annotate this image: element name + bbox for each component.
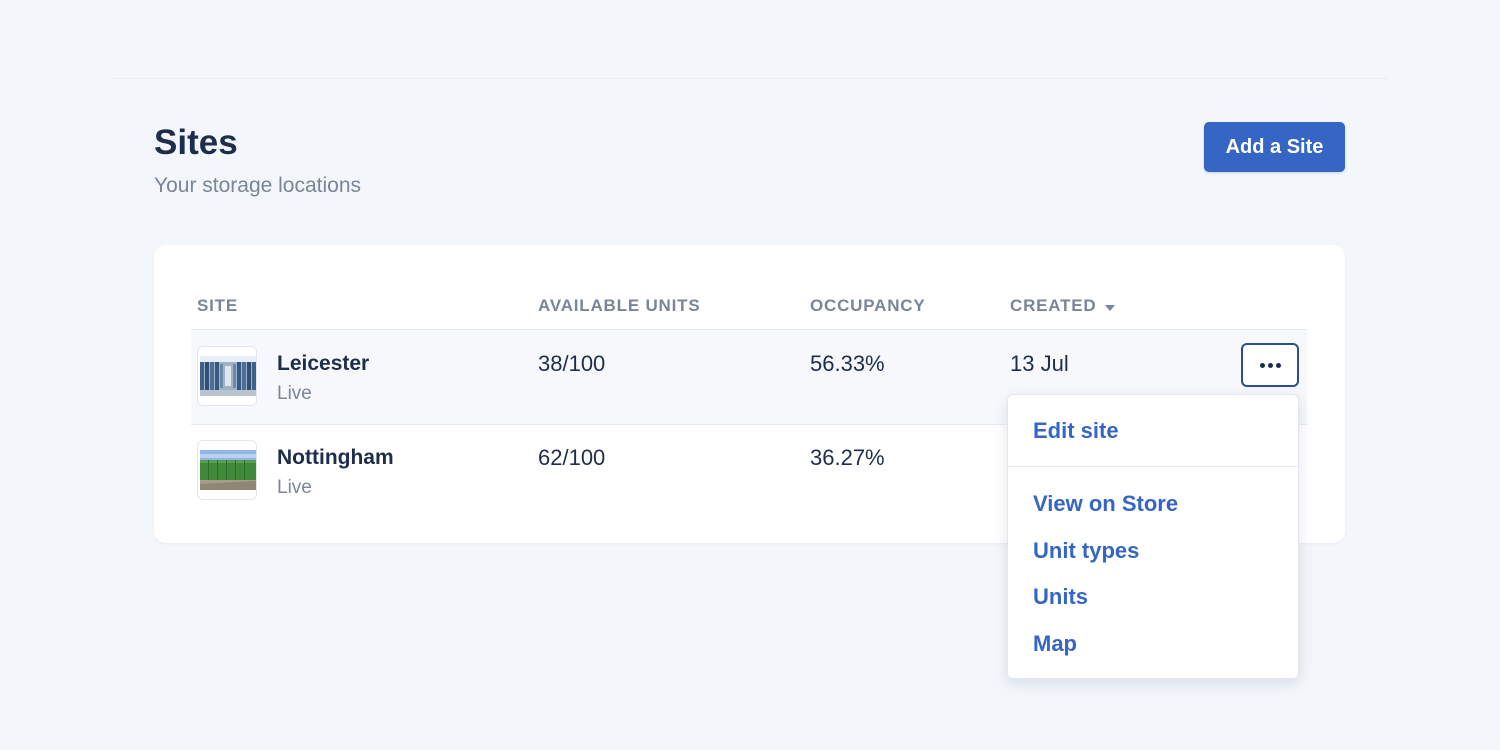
column-header-occupancy: OCCUPANCY (810, 296, 926, 315)
site-name[interactable]: Nottingham (277, 446, 394, 469)
header-divider (112, 78, 1388, 79)
available-units-value: 62/100 (538, 445, 606, 470)
site-status: Live (277, 477, 312, 498)
sort-descending-icon (1104, 305, 1115, 311)
menu-item-map[interactable]: Map (1033, 631, 1077, 656)
page-subtitle: Your storage locations (154, 174, 362, 197)
menu-item-edit-site[interactable]: Edit site (1033, 418, 1119, 443)
column-header-created-label: CREATED (1010, 296, 1097, 315)
row-actions-menu: Edit site View on Store Unit types Units… (1007, 394, 1299, 679)
row-actions-button[interactable] (1241, 343, 1299, 387)
menu-divider (1008, 466, 1298, 467)
menu-item-view-on-store[interactable]: View on Store (1033, 491, 1179, 516)
column-header-site: SITE (197, 296, 238, 315)
storage-corridor-photo (200, 356, 256, 396)
occupancy-value: 56.33% (810, 351, 885, 376)
column-header-available-units: AVAILABLE UNITS (538, 296, 701, 315)
more-horizontal-icon (1259, 362, 1281, 368)
created-value: 13 Jul (1010, 351, 1069, 376)
menu-item-unit-types[interactable]: Unit types (1033, 538, 1140, 563)
column-header-created[interactable]: CREATED (1010, 296, 1115, 316)
green-containers-photo (200, 450, 256, 490)
occupancy-value: 36.27% (810, 445, 885, 470)
site-status: Live (277, 383, 312, 404)
page-title: Sites (154, 123, 238, 162)
menu-item-units[interactable]: Units (1033, 584, 1088, 609)
add-site-button[interactable]: Add a Site (1204, 122, 1345, 172)
site-thumbnail (197, 440, 257, 500)
site-thumbnail (197, 346, 257, 406)
table-row[interactable]: Nottingham Live 62/100 36.27% (191, 424, 1307, 518)
available-units-value: 38/100 (538, 351, 606, 376)
site-name[interactable]: Leicester (277, 352, 370, 375)
